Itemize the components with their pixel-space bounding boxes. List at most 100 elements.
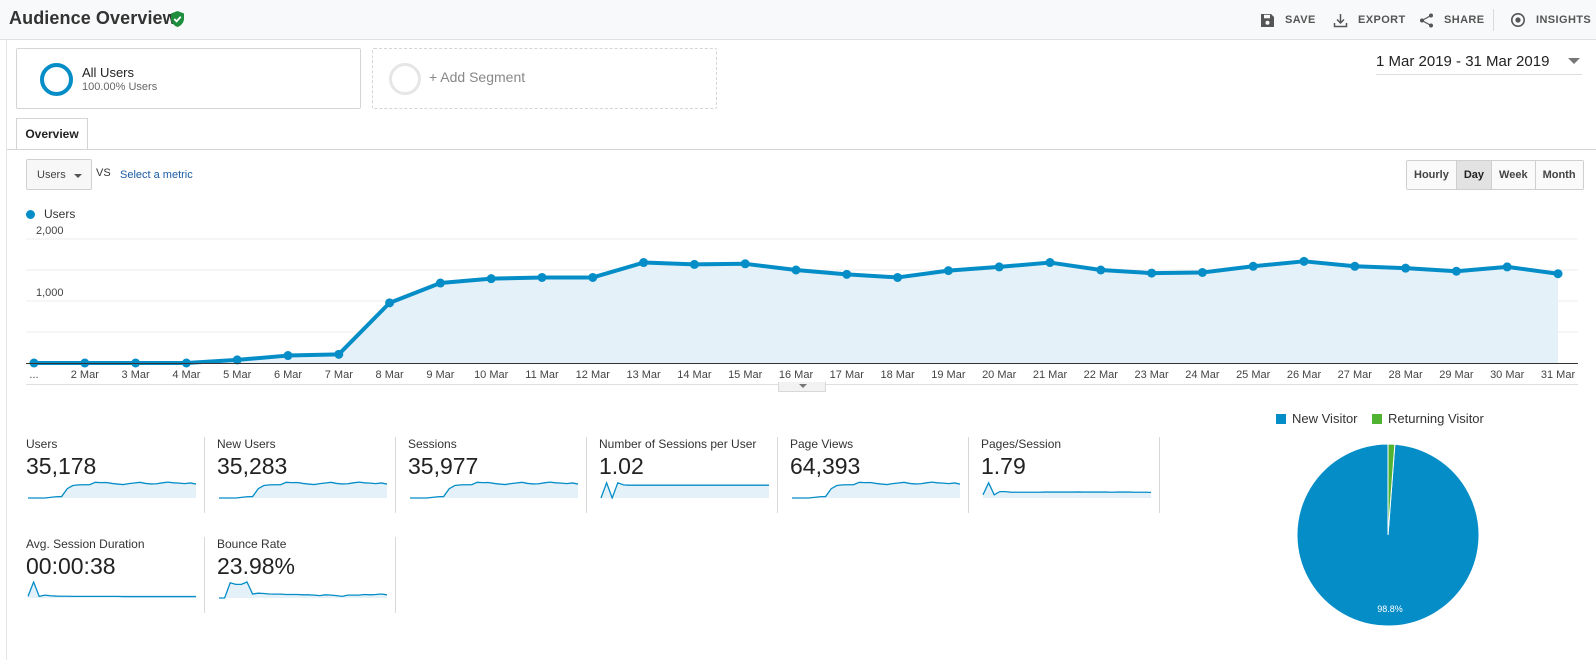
data-point[interactable] <box>893 272 903 282</box>
metric-label: Pages/Session <box>981 437 1062 451</box>
data-point[interactable] <box>1248 261 1258 271</box>
add-segment-button[interactable]: + Add Segment <box>372 48 717 109</box>
chart-expand-handle[interactable] <box>778 382 826 392</box>
granularity-month-button[interactable]: Month <box>1535 161 1583 189</box>
x-tick-label: 18 Mar <box>880 369 915 381</box>
metric-card-page-views[interactable]: Page Views 64,393 <box>790 437 978 513</box>
sparkline-fill <box>28 582 196 598</box>
add-segment-label: + Add Segment <box>429 69 526 85</box>
data-point[interactable] <box>740 259 750 269</box>
sparkline-line <box>600 481 769 499</box>
data-point[interactable] <box>1147 268 1157 278</box>
sparkline-fill <box>601 482 769 498</box>
data-point[interactable] <box>1299 256 1309 266</box>
segment-all-users[interactable]: All Users 100.00% Users <box>16 48 361 109</box>
x-tick-label: 20 Mar <box>982 369 1017 381</box>
x-tick-label: 28 Mar <box>1388 369 1423 381</box>
data-point[interactable] <box>842 269 852 279</box>
select-metric-link[interactable]: Select a metric <box>120 169 193 181</box>
metric-divider <box>586 437 587 513</box>
metric-card-number-of-sessions-per-user[interactable]: Number of Sessions per User 1.02 <box>599 437 787 513</box>
data-point[interactable] <box>435 278 445 288</box>
data-point[interactable] <box>232 355 242 365</box>
data-point[interactable] <box>537 272 547 282</box>
chevron-down-icon <box>1568 58 1580 64</box>
metric-card-sessions[interactable]: Sessions 35,977 <box>408 437 596 513</box>
metric-sparkline <box>219 481 387 499</box>
data-point[interactable] <box>689 259 699 269</box>
data-point[interactable] <box>486 274 496 284</box>
data-point[interactable] <box>1502 262 1512 272</box>
granularity-hourly-button[interactable]: Hourly <box>1407 161 1457 189</box>
sparkline-fill <box>410 482 578 498</box>
metric-divider <box>395 437 396 513</box>
content-area <box>6 40 1596 660</box>
metric-label: Number of Sessions per User <box>599 437 757 451</box>
metric-label: Sessions <box>408 437 457 451</box>
metric-sparkline <box>982 481 1151 498</box>
sparkline-line <box>410 481 578 499</box>
data-point[interactable] <box>1045 258 1055 268</box>
data-point[interactable] <box>1096 265 1106 275</box>
export-button[interactable]: EXPORT <box>1333 10 1406 30</box>
share-icon <box>1420 13 1433 27</box>
metric-value: 1.79 <box>981 453 1026 479</box>
data-point[interactable] <box>588 272 598 282</box>
insights-button[interactable]: INSIGHTS <box>1510 10 1591 30</box>
metric-dropdown[interactable]: Users <box>26 159 92 190</box>
metric-label: Avg. Session Duration <box>26 537 145 551</box>
sparkline-fill <box>219 482 387 498</box>
data-point[interactable] <box>1350 261 1360 271</box>
pie-legend-new-visitor: New Visitor <box>1276 411 1358 426</box>
share-button[interactable]: SHARE <box>1419 10 1485 30</box>
x-tick-label: 21 Mar <box>1033 369 1068 381</box>
x-tick-label: 7 Mar <box>325 369 353 381</box>
metric-sparkline <box>27 581 196 598</box>
metric-dropdown-label: Users <box>37 169 66 181</box>
granularity-day-button[interactable]: Day <box>1456 161 1493 189</box>
x-tick-label: ... <box>29 369 38 381</box>
insights-label: INSIGHTS <box>1536 14 1592 26</box>
data-point[interactable] <box>1451 266 1461 276</box>
save-button[interactable]: SAVE <box>1260 10 1316 30</box>
x-tick-label: 13 Mar <box>626 369 661 381</box>
metric-card-users[interactable]: Users 35,178 <box>26 437 214 513</box>
metric-divider <box>204 437 205 513</box>
data-point[interactable] <box>791 265 801 275</box>
share-label: SHARE <box>1444 14 1485 26</box>
verified-shield-icon <box>171 11 184 27</box>
metric-card-avg-session-duration[interactable]: Avg. Session Duration 00:00:38 <box>26 537 214 613</box>
sparkline-line <box>27 581 196 598</box>
metric-divider <box>1159 437 1160 513</box>
data-point[interactable] <box>385 298 395 308</box>
metric-card-new-users[interactable]: New Users 35,283 <box>217 437 405 513</box>
series-legend-dot <box>26 210 35 219</box>
x-tick-label: 24 Mar <box>1185 369 1220 381</box>
pie-slice-returning-visitor[interactable] <box>1387 443 1396 536</box>
date-range-picker[interactable]: 1 Mar 2019 - 31 Mar 2019 <box>1376 53 1582 75</box>
x-tick-label: 27 Mar <box>1338 369 1373 381</box>
data-point[interactable] <box>994 262 1004 272</box>
metric-card-pages-session[interactable]: Pages/Session 1.79 <box>981 437 1169 513</box>
tab-overview[interactable]: Overview <box>16 118 88 150</box>
x-tick-label: 22 Mar <box>1084 369 1119 381</box>
data-point[interactable] <box>1553 269 1563 279</box>
export-icon <box>1333 13 1348 27</box>
data-point[interactable] <box>334 349 344 359</box>
segment-percentage: 100.00% Users <box>82 81 158 93</box>
data-point[interactable] <box>1401 263 1411 273</box>
x-tick-label: 11 Mar <box>525 369 559 381</box>
sparkline-fill <box>983 482 1151 498</box>
granularity-week-button[interactable]: Week <box>1492 161 1536 189</box>
page-title: Audience Overview <box>9 8 177 28</box>
metric-value: 23.98% <box>217 553 296 579</box>
header-bar: Audience Overview SAVE EXPORT SHARE <box>0 0 1596 40</box>
data-point[interactable] <box>1197 267 1207 277</box>
sparkline-line <box>219 581 387 599</box>
tab-divider <box>7 149 1596 150</box>
metric-label: Page Views <box>790 437 854 451</box>
data-point[interactable] <box>639 258 649 268</box>
data-point[interactable] <box>943 266 953 276</box>
metric-card-bounce-rate[interactable]: Bounce Rate 23.98% <box>217 537 405 613</box>
data-point[interactable] <box>283 351 293 361</box>
